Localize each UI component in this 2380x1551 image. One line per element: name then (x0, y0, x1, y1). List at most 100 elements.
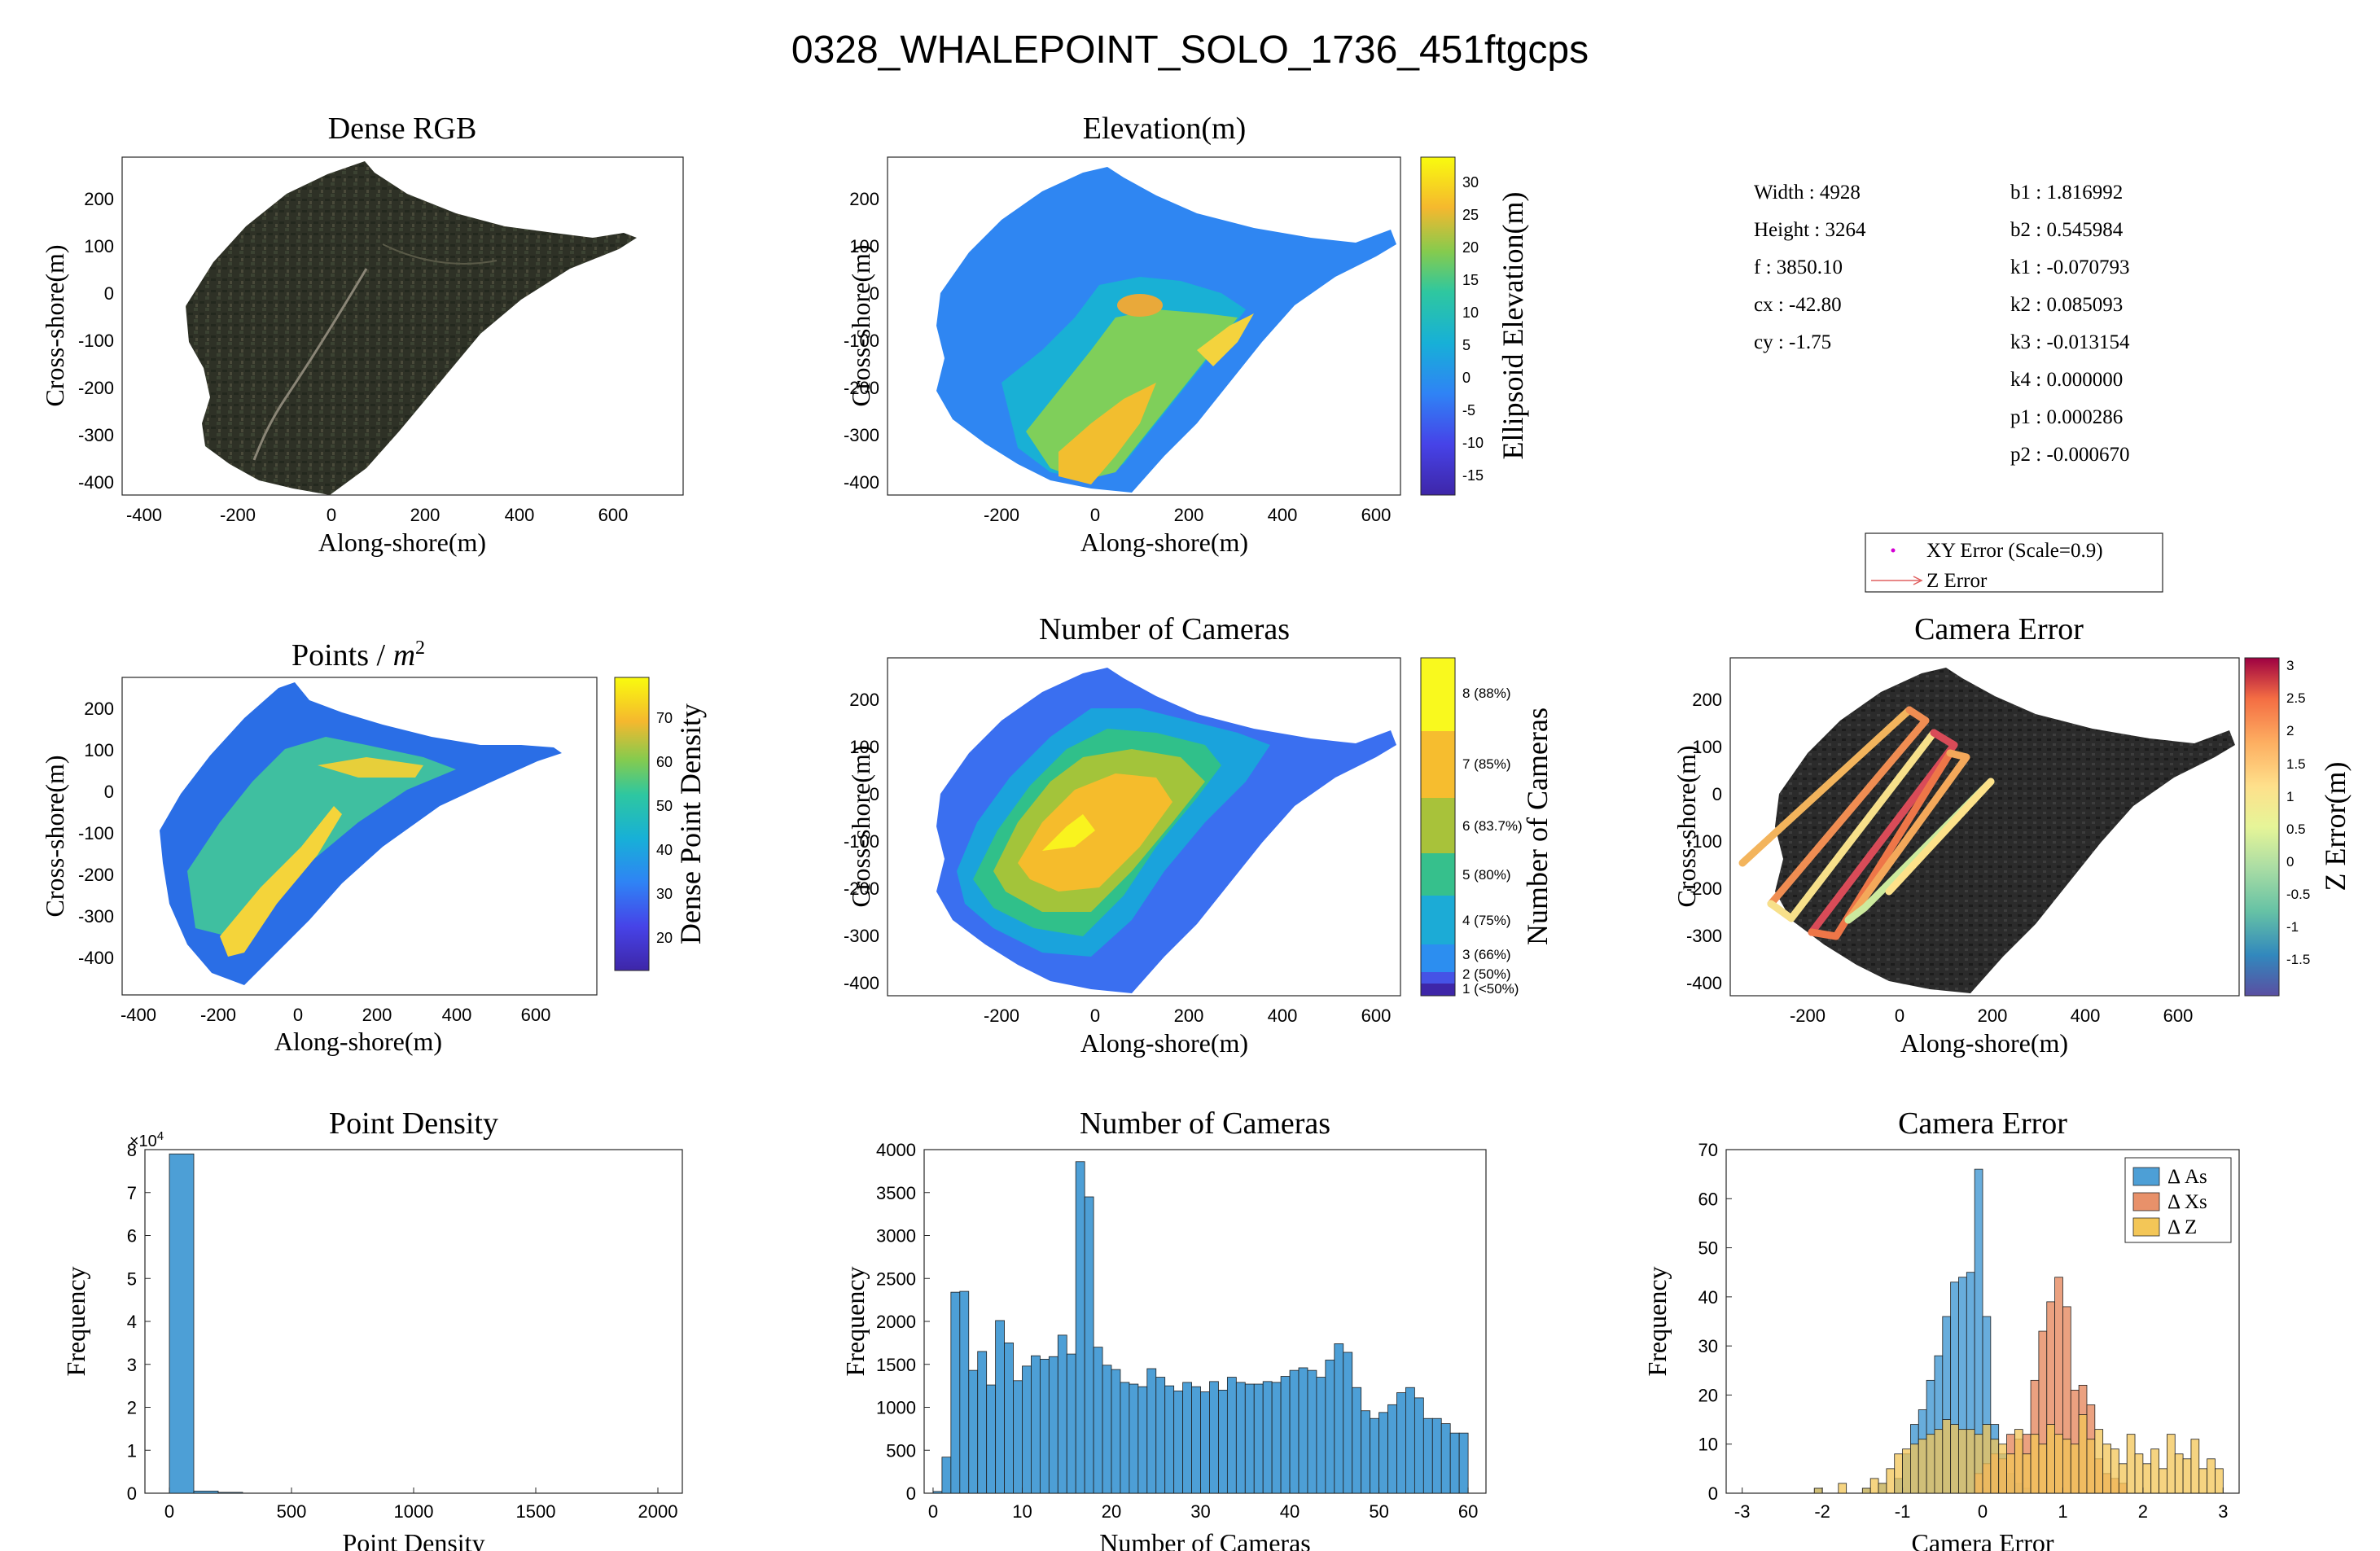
histogram-bar (2190, 1439, 2200, 1494)
chart-title: Number of Cameras (1080, 1106, 1330, 1141)
y-tick-label: 60 (1698, 1189, 1718, 1209)
histogram-bar (2150, 1448, 2159, 1494)
histogram-bar (2046, 1424, 2055, 1494)
title-math: m (393, 638, 415, 673)
flight-path (1738, 706, 1995, 940)
x-tick-label: 40 (1280, 1501, 1300, 1522)
y-tick-label: 200 (1692, 690, 1722, 710)
cbar-tick-label: 0 (2286, 854, 2294, 870)
param-k4: k4 : 0.000000 (2010, 369, 2124, 391)
cbar-tick-label: -5 (1462, 402, 1475, 418)
flight-line (1844, 749, 1970, 924)
x-ticks: -200 0 200 400 600 (984, 505, 1391, 525)
y-tick-label: 200 (849, 690, 879, 710)
histogram-bar (1262, 1381, 1273, 1494)
colorbar-label: Dense Point Density (674, 703, 707, 944)
y-tick-label: 4000 (876, 1140, 916, 1160)
cbar-tick-label: 1 (2286, 789, 2294, 804)
histogram-bar (1861, 1487, 1871, 1494)
histogram-bar (1950, 1424, 1959, 1494)
x-tick-label: 600 (1361, 1006, 1392, 1026)
x-axis-label: Camera Error (1911, 1528, 2053, 1551)
colorbar (2244, 657, 2280, 997)
x-tick-label: 200 (1174, 505, 1204, 525)
y-axis-label: Frequency (840, 1266, 870, 1376)
panel-point-density-map: Points / m2 -400 -200 0 200 400 600 200 … (40, 637, 707, 1056)
histogram-bar (1378, 1412, 1388, 1494)
histogram-bar (2054, 1434, 2063, 1494)
x-tick-label: 400 (505, 505, 535, 525)
histogram-bar (1918, 1439, 1927, 1494)
histogram-bar (1878, 1483, 1887, 1494)
y-tick-label: 100 (84, 236, 114, 256)
histogram-bar (977, 1351, 988, 1494)
x-tick-label: 200 (1978, 1006, 2008, 1026)
histogram-bar (1370, 1417, 1379, 1494)
histogram-bar (2102, 1444, 2111, 1494)
cbar-tick-label: 60 (656, 754, 673, 770)
flight-line (1767, 706, 1930, 908)
param-k2: k2 : 0.085093 (2010, 294, 2124, 316)
y-ticks: 200 100 0 -100 -200 -300 -400 (78, 189, 114, 493)
y-tick-label: 10 (1698, 1435, 1718, 1455)
cbar-tick-label: 25 (1462, 207, 1479, 223)
x-tick-label: 1 (2058, 1501, 2067, 1522)
cbar-tick-label: 0.5 (2286, 822, 2306, 837)
cbar-tick-label: 2 (50%) (1462, 966, 1511, 982)
histogram-bar (2062, 1439, 2071, 1494)
x-tick-label: -200 (220, 505, 256, 525)
histogram-bar (1235, 1382, 1246, 1494)
y-tick-label: 0 (127, 1483, 137, 1504)
cbar-tick-label: 0 (1462, 370, 1471, 386)
x-tick-label: 2000 (638, 1501, 678, 1522)
histogram-bar (1886, 1468, 1896, 1494)
histogram-bar (1218, 1390, 1228, 1494)
histogram-bar (1271, 1382, 1282, 1494)
x-tick-label: 20 (1102, 1501, 1121, 1522)
legend-label-xy: XY Error (Scale=0.9) (1926, 540, 2103, 562)
title-superscript: 2 (415, 637, 425, 659)
density-band-yellow (318, 757, 423, 778)
histogram-bar (1200, 1391, 1210, 1494)
colorbar (1420, 657, 1456, 997)
elevation-ridge (1197, 313, 1254, 366)
x-axis-label: Along-shore(m) (1080, 528, 1248, 557)
cbar-tick-label: 1.5 (2286, 756, 2306, 772)
colorbar-segment (1421, 944, 1455, 972)
chart-title: Point Density (329, 1106, 498, 1141)
histogram-bar (2086, 1439, 2096, 1494)
y-tick-label: 200 (84, 699, 114, 719)
legend-frame (1865, 532, 2163, 593)
colorbar-segment (1421, 853, 1455, 896)
histogram-bar (1102, 1365, 1112, 1494)
y-tick-label: 1 (127, 1440, 137, 1461)
elevation-peak (1117, 294, 1163, 317)
panel-camera-count-map: Number of Cameras -200 0 200 400 600 200… (844, 612, 1554, 1058)
histogram-bar (1982, 1424, 1992, 1494)
cbar-tick-label: 3 (2286, 658, 2294, 673)
x-tick-label: 500 (277, 1501, 307, 1522)
y-axis-label: Cross-shore(m) (846, 745, 875, 907)
histogram-bar (1440, 1423, 1451, 1494)
x-tick-label: 400 (442, 1005, 472, 1025)
legend-label: Δ As (2167, 1166, 2207, 1188)
y-tick-label: 7 (127, 1183, 137, 1203)
y-tick-label: 3 (127, 1355, 137, 1375)
histogram-bar (1137, 1386, 1148, 1494)
histogram-bar (2174, 1453, 2184, 1494)
colorbar-label: Number of Cameras (1521, 708, 1554, 945)
x-axis-label: Along-shore(m) (1080, 1028, 1248, 1058)
y-tick-label: 200 (84, 189, 114, 209)
param-p2: p2 : -0.000670 (2010, 444, 2130, 466)
x-ticks: -200 0 200 400 600 (1790, 1006, 2193, 1026)
y-tick-label: -100 (844, 831, 879, 852)
y-tick-label: 500 (886, 1440, 916, 1461)
x-tick-label: 2 (2138, 1501, 2148, 1522)
figure-title: 0328_WHALEPOINT_SOLO_1736_451ftgcps (791, 28, 1589, 72)
panel-title: Points / m2 (291, 637, 425, 673)
histogram-bar (1352, 1387, 1362, 1494)
camera-params-right: b1 : 1.816992 b2 : 0.545984 k1 : -0.0707… (2010, 174, 2130, 474)
x-tick-label: 0 (327, 505, 336, 525)
histogram-bar (1075, 1161, 1085, 1494)
